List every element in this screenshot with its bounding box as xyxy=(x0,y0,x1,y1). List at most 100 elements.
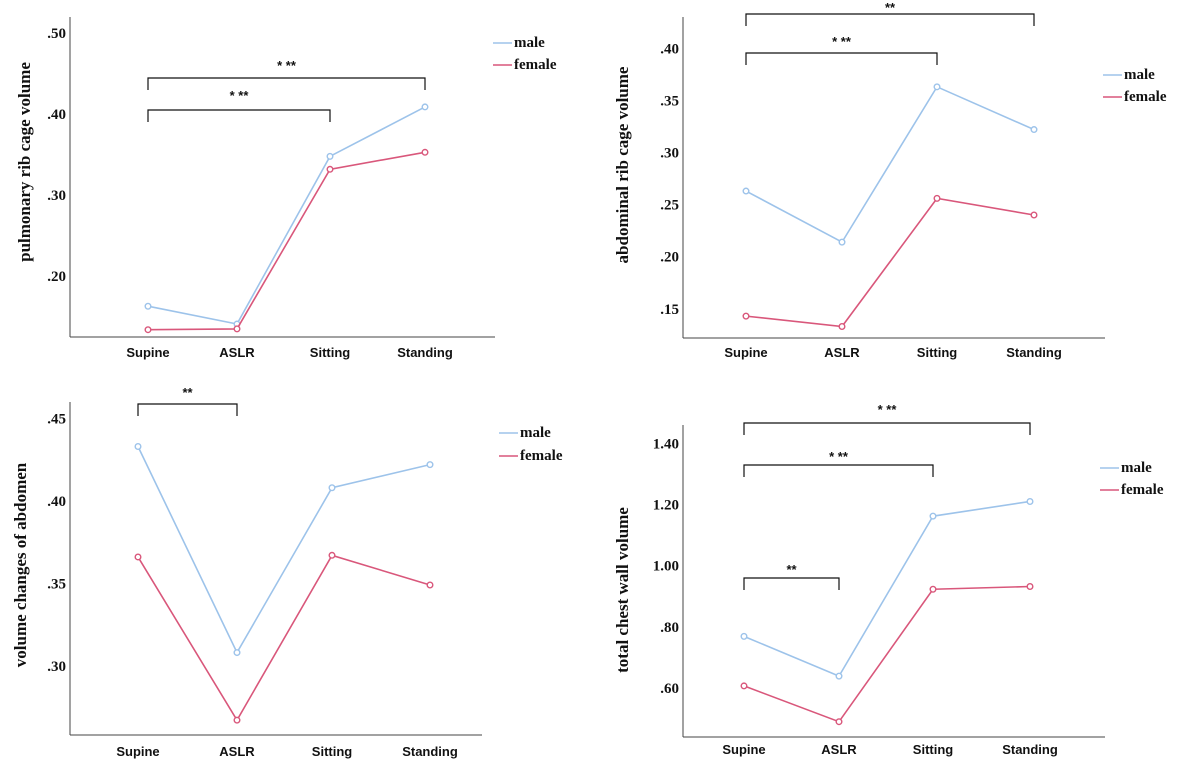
data-point-female xyxy=(1030,211,1038,219)
x-tick-label: Supine xyxy=(126,345,169,360)
y-tick-label: .25 xyxy=(660,198,679,214)
legend-label-female: female xyxy=(520,448,563,464)
data-point-male xyxy=(326,152,334,160)
significance-label: * ** xyxy=(832,34,852,49)
legend-label-male: male xyxy=(520,425,551,441)
x-tick-label: Sitting xyxy=(310,345,350,360)
data-point-male xyxy=(933,83,941,91)
legend-label-male: male xyxy=(514,35,545,51)
data-point-female xyxy=(233,716,241,724)
significance-label: * ** xyxy=(878,402,898,417)
data-point-male xyxy=(838,238,846,246)
y-tick-label: .35 xyxy=(47,576,66,592)
chart-panel-4: .60 .80 1.00 1.20 1.40 Supine ASLR Sitting Stand… xyxy=(613,402,1164,757)
data-point-female xyxy=(326,165,334,173)
data-point-male xyxy=(144,302,152,310)
x-tick-label: Supine xyxy=(722,742,765,757)
data-point-male xyxy=(929,512,937,520)
data-point-female xyxy=(1026,583,1034,591)
series-line-female xyxy=(745,197,1035,328)
data-point-male xyxy=(740,632,748,640)
x-tick-label: Sitting xyxy=(913,742,953,757)
chart-panel-1: .20 .30 .40 .50 Supine ASLR Sitting Standing pul… xyxy=(15,17,557,360)
y-tick-label: .60 xyxy=(660,681,679,697)
data-point-female xyxy=(838,323,846,331)
y-tick-label: .40 xyxy=(47,107,66,123)
y-tick-label: .20 xyxy=(660,250,679,266)
significance-bracket xyxy=(743,577,840,590)
significance-bracket xyxy=(147,109,331,122)
data-point-male xyxy=(328,484,336,492)
significance-bracket xyxy=(743,422,1031,435)
y-tick-label: .45 xyxy=(47,411,66,427)
y-axis-label: abdominal rib cage volume xyxy=(613,66,632,263)
x-tick-label: Standing xyxy=(397,345,453,360)
significance-label: * ** xyxy=(230,88,250,103)
y-tick-label: .30 xyxy=(47,188,66,204)
data-point-female xyxy=(742,312,750,320)
data-point-female xyxy=(233,325,241,333)
data-point-male xyxy=(742,187,750,195)
y-tick-label: .40 xyxy=(660,41,679,57)
y-tick-label: .15 xyxy=(660,302,679,318)
y-tick-label: .35 xyxy=(660,93,679,109)
significance-label: ** xyxy=(182,385,193,400)
data-point-female xyxy=(421,148,429,156)
legend-label-female: female xyxy=(514,57,557,73)
data-point-female xyxy=(134,553,142,561)
data-point-female xyxy=(835,718,843,726)
x-tick-label: ASLR xyxy=(219,744,255,759)
y-tick-label: .20 xyxy=(47,269,66,285)
x-tick-label: ASLR xyxy=(824,345,860,360)
data-point-male xyxy=(421,103,429,111)
significance-label: ** xyxy=(885,0,896,15)
data-point-male xyxy=(426,461,434,469)
significance-bracket xyxy=(743,464,934,477)
data-point-female xyxy=(144,326,152,334)
data-point-female xyxy=(740,682,748,690)
series-line-female xyxy=(147,151,426,331)
legend-label-female: female xyxy=(1124,89,1167,105)
legend-label-male: male xyxy=(1121,460,1152,476)
data-point-male xyxy=(1026,497,1034,505)
x-tick-label: Sitting xyxy=(917,345,957,360)
significance-bracket xyxy=(147,77,426,90)
x-tick-label: ASLR xyxy=(821,742,857,757)
significance-bracket xyxy=(745,13,1035,26)
y-tick-label: 1.40 xyxy=(653,436,679,452)
x-tick-label: Supine xyxy=(116,744,159,759)
series-line-male xyxy=(743,500,1031,678)
series-line-female xyxy=(137,554,431,722)
y-tick-label: 1.20 xyxy=(653,498,679,514)
significance-label: ** xyxy=(786,562,797,577)
y-tick-label: .40 xyxy=(47,494,66,510)
data-point-male xyxy=(835,672,843,680)
y-axis-label: pulmonary rib cage volume xyxy=(15,62,34,262)
data-point-female xyxy=(933,194,941,202)
series-line-female xyxy=(743,585,1031,723)
significance-bracket xyxy=(137,403,238,416)
chart-panel-3: .30 .35 .40 .45 Supine ASLR Sitting Standing vol… xyxy=(11,385,563,759)
y-tick-label: 1.00 xyxy=(653,559,679,575)
data-point-male xyxy=(134,443,142,451)
y-tick-label: .50 xyxy=(47,26,66,42)
x-tick-label: ASLR xyxy=(219,345,255,360)
data-point-male xyxy=(1030,126,1038,134)
data-point-female xyxy=(426,581,434,589)
legend-label-male: male xyxy=(1124,67,1155,83)
data-point-female xyxy=(328,551,336,559)
significance-label: * ** xyxy=(277,58,297,73)
data-point-male xyxy=(233,649,241,657)
x-tick-label: Standing xyxy=(1002,742,1058,757)
significance-bracket xyxy=(745,52,938,65)
y-tick-label: .80 xyxy=(660,620,679,636)
y-axis-label: total chest wall volume xyxy=(613,507,632,673)
x-tick-label: Standing xyxy=(402,744,458,759)
data-point-female xyxy=(929,585,937,593)
y-axis-label: volume changes of abdomen xyxy=(11,462,30,667)
series-line-male xyxy=(147,106,426,325)
x-tick-label: Standing xyxy=(1006,345,1062,360)
x-tick-label: Sitting xyxy=(312,744,352,759)
x-tick-label: Supine xyxy=(724,345,767,360)
